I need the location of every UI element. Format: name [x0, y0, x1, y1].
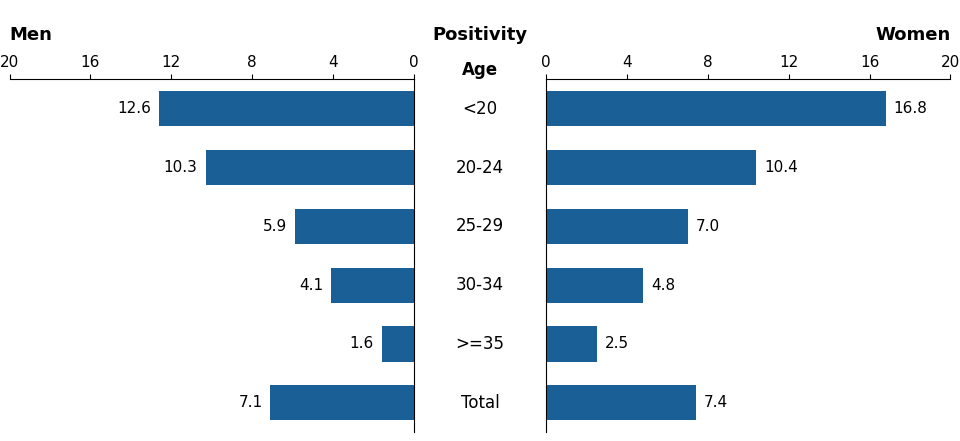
Bar: [205, 150, 414, 185]
Text: 7.1: 7.1: [238, 395, 262, 410]
Bar: [546, 385, 696, 420]
Text: 12.6: 12.6: [117, 101, 151, 116]
Bar: [295, 209, 414, 244]
Bar: [546, 326, 596, 362]
Text: Women: Women: [876, 26, 950, 44]
Text: Total: Total: [461, 394, 499, 412]
Text: 25-29: 25-29: [456, 217, 504, 235]
Text: 4.8: 4.8: [651, 278, 675, 293]
Text: <20: <20: [463, 100, 497, 118]
Text: 30-34: 30-34: [456, 276, 504, 294]
Bar: [546, 91, 886, 127]
Text: Positivity: Positivity: [432, 26, 528, 44]
Text: Men: Men: [10, 26, 53, 44]
Text: 16.8: 16.8: [894, 101, 927, 116]
Bar: [546, 150, 756, 185]
Text: 10.3: 10.3: [164, 160, 198, 175]
Bar: [546, 209, 687, 244]
Text: 10.4: 10.4: [764, 160, 798, 175]
Bar: [546, 268, 643, 303]
Text: 20-24: 20-24: [456, 159, 504, 176]
Text: 1.6: 1.6: [349, 336, 373, 351]
Text: 2.5: 2.5: [605, 336, 629, 351]
Text: Age: Age: [462, 61, 498, 79]
Text: 7.0: 7.0: [696, 219, 720, 234]
Bar: [159, 91, 414, 127]
Bar: [271, 385, 414, 420]
Text: 7.4: 7.4: [704, 395, 728, 410]
Bar: [331, 268, 414, 303]
Bar: [382, 326, 414, 362]
Text: >=35: >=35: [455, 335, 505, 353]
Text: 5.9: 5.9: [262, 219, 287, 234]
Text: 4.1: 4.1: [299, 278, 324, 293]
